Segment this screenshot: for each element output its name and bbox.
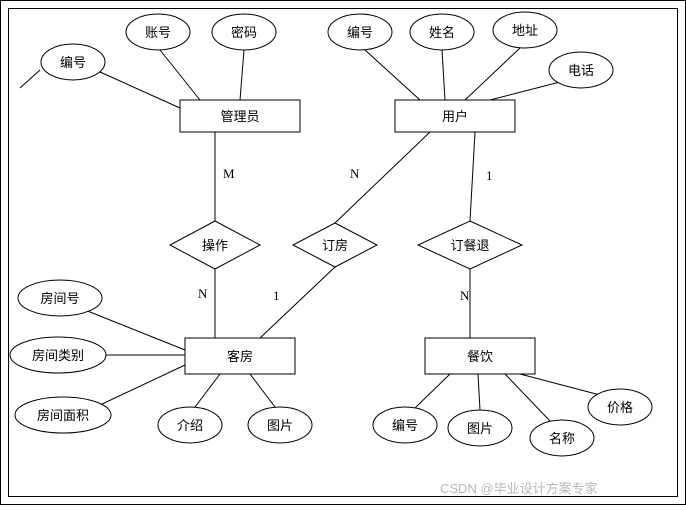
- relationship-label-order: 订餐退: [450, 238, 489, 253]
- edge: [240, 50, 244, 100]
- attribute-label-a13: 编号: [392, 418, 418, 433]
- er-diagram-svg: MNN11N管理员用户客房餐饮操作订房订餐退编号账号密码编号姓名地址电话房间号房…: [0, 0, 686, 505]
- attribute-label-a10: 房间面积: [37, 408, 89, 423]
- attribute-label-a16: 价格: [607, 400, 633, 415]
- attribute-label-a4: 编号: [347, 25, 373, 40]
- edge: [415, 374, 450, 408]
- edge: [100, 72, 180, 108]
- edge: [100, 365, 185, 405]
- attribute-label-a12: 图片: [267, 418, 293, 433]
- edge: [442, 50, 445, 100]
- attribute-label-a8: 房间号: [40, 291, 79, 306]
- cardinality-label: M: [223, 166, 235, 181]
- edge: [85, 310, 185, 350]
- attribute-label-a2: 账号: [145, 25, 171, 40]
- cardinality-label: 1: [486, 168, 493, 183]
- cardinality-label: N: [198, 286, 208, 301]
- relationship-label-book: 订房: [322, 238, 348, 253]
- cardinality-label: 1: [273, 288, 280, 303]
- edge: [195, 374, 220, 407]
- cardinality-label: N: [350, 166, 360, 181]
- edge: [505, 374, 550, 421]
- stub-line: [20, 70, 40, 88]
- attribute-label-a9: 房间类别: [32, 348, 84, 363]
- relationship-label-op: 操作: [202, 238, 228, 253]
- diagram-canvas: MNN11N管理员用户客房餐饮操作订房订餐退编号账号密码编号姓名地址电话房间号房…: [0, 0, 686, 505]
- entity-label-user: 用户: [442, 109, 468, 124]
- attribute-label-a11: 介绍: [177, 418, 203, 433]
- edge: [465, 48, 520, 100]
- attribute-label-a7: 电话: [568, 63, 594, 78]
- attribute-label-a5: 姓名: [429, 25, 455, 40]
- attribute-label-a14: 图片: [467, 421, 493, 436]
- cardinality-label: N: [460, 288, 470, 303]
- edge: [250, 374, 275, 407]
- entity-label-admin: 管理员: [220, 109, 259, 124]
- attribute-label-a1: 编号: [60, 55, 86, 70]
- entity-label-room: 客房: [227, 349, 253, 364]
- attribute-label-a15: 名称: [549, 431, 575, 446]
- edge: [160, 50, 200, 100]
- edge: [260, 267, 335, 338]
- edge: [520, 374, 600, 395]
- attribute-label-a3: 密码: [231, 25, 257, 40]
- entity-label-meal: 餐饮: [467, 349, 493, 364]
- attribute-label-a6: 地址: [512, 23, 538, 38]
- edge: [470, 132, 475, 221]
- edge: [478, 374, 480, 410]
- edge: [365, 50, 420, 100]
- edge: [490, 82, 560, 100]
